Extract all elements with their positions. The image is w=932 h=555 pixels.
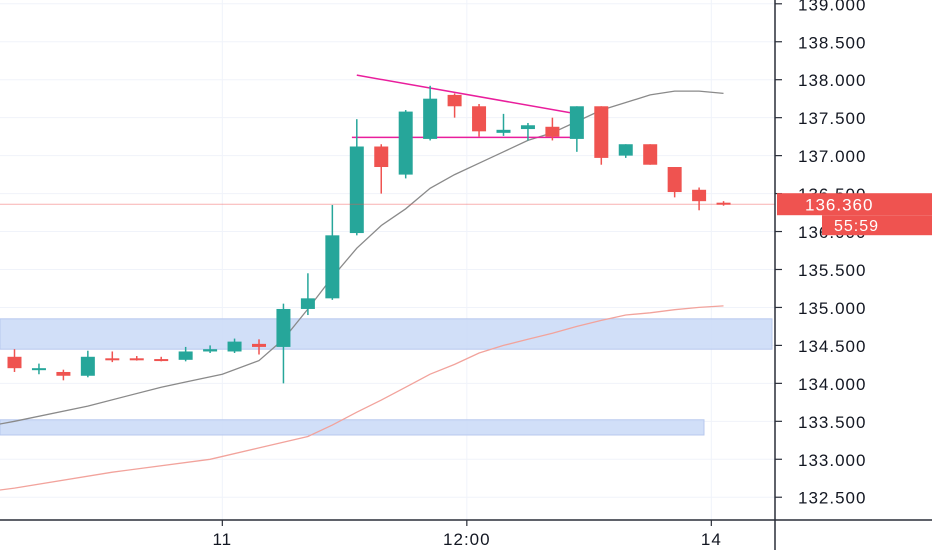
candle-body	[643, 144, 658, 165]
candle	[105, 351, 120, 363]
x-axis-ticks[interactable]: 11 12:00 14	[212, 520, 721, 549]
last-price-label: 136.360	[805, 196, 873, 215]
support-resistance-zones	[0, 318, 773, 436]
candle	[716, 201, 731, 206]
candle	[349, 119, 364, 236]
candle-body	[692, 189, 707, 202]
x-tick-label: 11	[212, 530, 232, 549]
candle	[227, 338, 242, 353]
candle	[56, 369, 71, 381]
candle	[7, 349, 22, 372]
y-tick-label: 134.500	[798, 337, 866, 356]
candle	[692, 187, 707, 211]
candle-body	[667, 167, 682, 193]
y-tick-label: 135.500	[798, 261, 866, 280]
candle	[252, 339, 266, 355]
candle-body	[594, 106, 609, 158]
price-zone	[0, 419, 705, 436]
candle-body	[154, 359, 169, 362]
grid-lines	[0, 0, 775, 520]
x-tick-label: 12:00	[443, 530, 491, 549]
candle-body	[276, 308, 291, 347]
candle-body	[129, 358, 144, 361]
y-tick-label: 138.000	[798, 71, 866, 90]
candle	[276, 303, 291, 384]
y-tick-label: 133.500	[798, 413, 866, 432]
candle-body	[7, 356, 22, 369]
y-tick-label: 138.500	[798, 33, 866, 52]
candle	[80, 350, 95, 378]
last-price-badge	[777, 193, 932, 216]
candle	[203, 345, 218, 353]
moving-average-fast	[0, 90, 724, 425]
y-tick-label: 133.000	[798, 451, 866, 470]
trendlines	[351, 74, 577, 139]
y-axis-ticks[interactable]: 132.500 133.000 133.500 134.000 134.500 135.0…	[775, 0, 866, 508]
moving-average-slow	[0, 305, 724, 491]
y-tick-label: 139.000	[798, 0, 866, 14]
candle	[472, 104, 487, 137]
trendline	[356, 74, 577, 115]
candle	[154, 356, 169, 362]
candle	[496, 113, 511, 136]
candlesticks	[7, 85, 731, 384]
candle-body	[56, 371, 71, 376]
candle-body	[374, 146, 389, 168]
y-tick-label: 134.000	[798, 375, 866, 394]
candle	[545, 117, 560, 141]
candle	[618, 144, 633, 158]
y-tick-label: 135.000	[798, 299, 866, 318]
candle-body	[520, 125, 535, 130]
candle	[325, 204, 340, 300]
candle	[594, 106, 609, 165]
candle-body	[447, 94, 462, 107]
moving-averages	[0, 90, 724, 491]
candle-body	[227, 341, 242, 352]
y-tick-label: 132.500	[798, 489, 866, 508]
candle-body	[325, 235, 340, 299]
candle	[569, 106, 584, 152]
price-labels: 136.360 55:59	[777, 193, 932, 236]
y-tick-label: 137.500	[798, 109, 866, 128]
candle	[129, 356, 144, 361]
candle-body	[545, 126, 560, 137]
candle-body	[105, 358, 120, 361]
candle	[520, 122, 535, 141]
candle	[300, 273, 315, 316]
candle-body	[31, 368, 46, 371]
x-tick-label: 14	[701, 530, 722, 549]
candle-body	[203, 349, 218, 352]
candle-body	[618, 144, 633, 156]
candle	[423, 85, 438, 141]
candle	[643, 144, 658, 165]
candle	[31, 363, 46, 375]
candle	[178, 346, 193, 362]
candle	[374, 144, 389, 194]
candle-body	[398, 111, 413, 175]
candle	[667, 167, 682, 198]
candle-body	[300, 298, 315, 309]
candle-body	[472, 106, 487, 132]
candle-body	[80, 356, 95, 376]
candle	[447, 93, 462, 118]
candle-body	[569, 106, 584, 139]
candle-body	[716, 202, 731, 205]
countdown-badge	[822, 215, 932, 236]
candle-body	[178, 351, 193, 360]
candle	[398, 110, 413, 179]
countdown-label: 55:59	[834, 218, 879, 235]
candle-body	[252, 343, 266, 347]
y-tick-label: 137.000	[798, 147, 866, 166]
candle-body	[349, 146, 364, 234]
candle-body	[423, 98, 438, 139]
price-zone	[0, 318, 773, 350]
candle-body	[496, 129, 511, 133]
